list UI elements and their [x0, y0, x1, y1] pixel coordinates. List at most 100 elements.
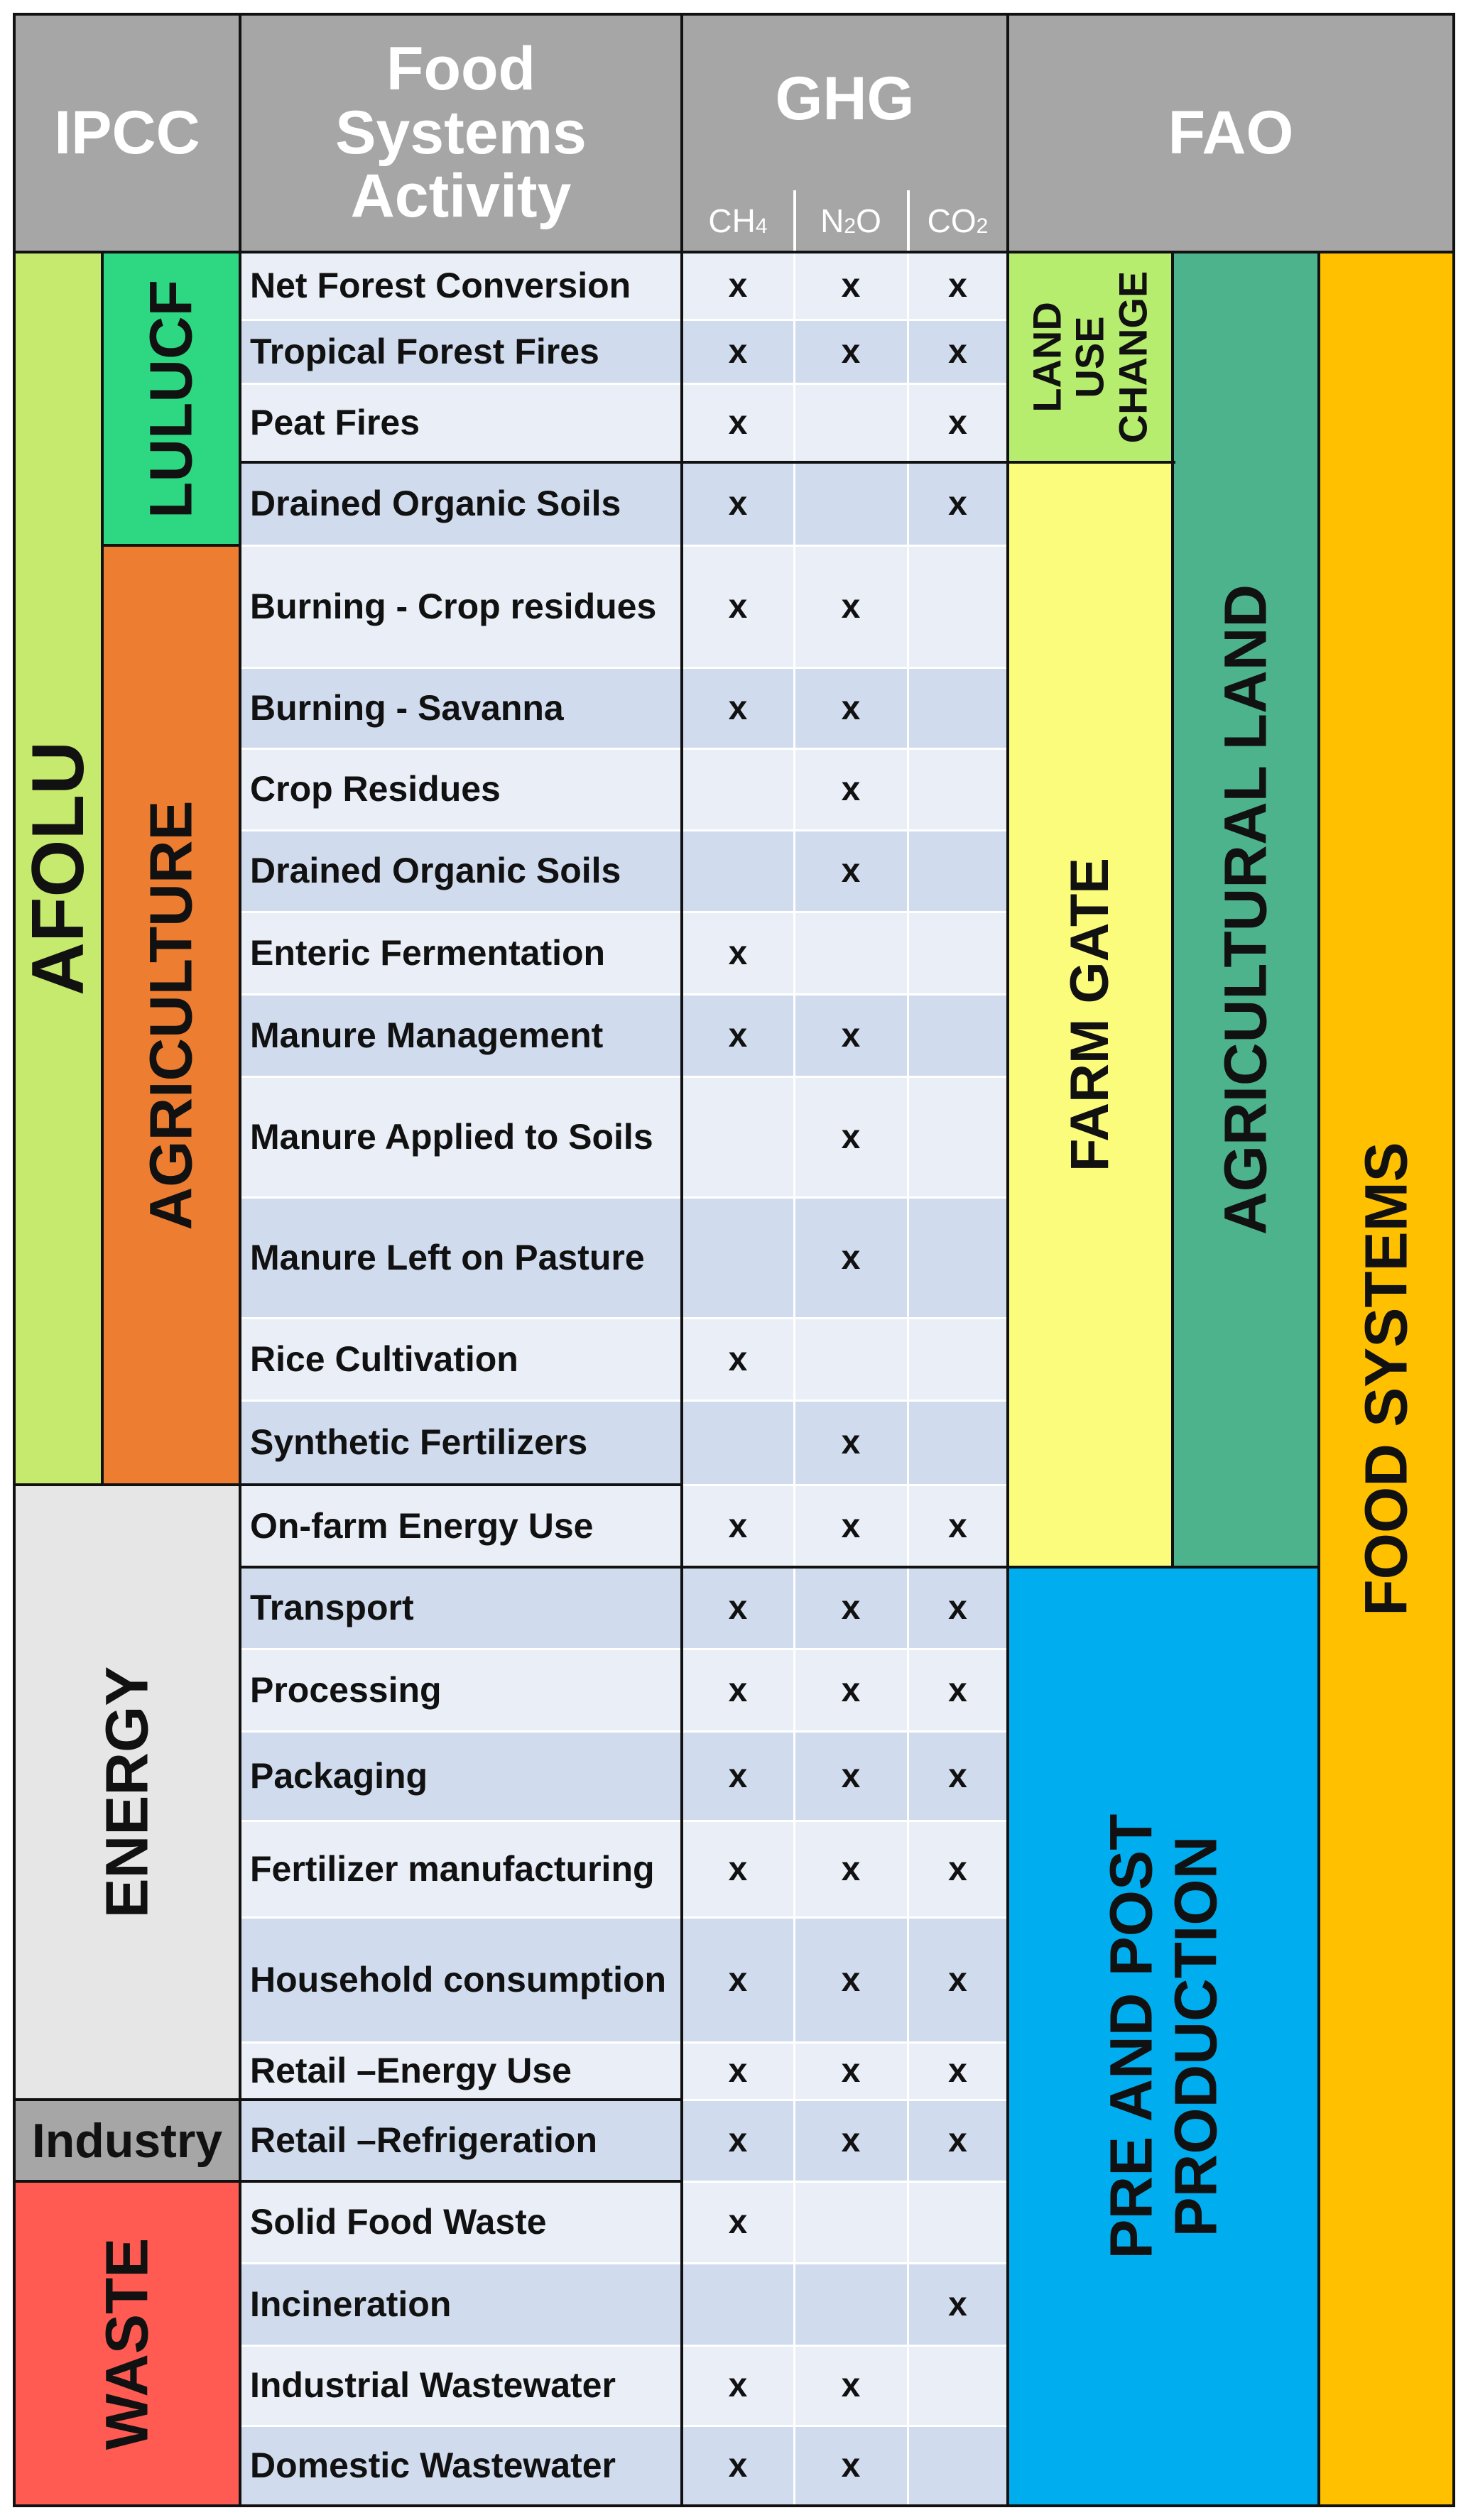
- ghg-ch4-mark: x: [682, 2100, 794, 2181]
- ghg-co2-mark: [908, 2426, 1008, 2506]
- line-peat-end: [680, 461, 1175, 464]
- ghg-co2-mark: x: [908, 2100, 1008, 2181]
- fao-land-use-change-label: LAND USE CHANGE: [1024, 271, 1155, 444]
- ghg-ch4-mark: x: [682, 2345, 794, 2426]
- ghg-ch4-mark: x: [682, 2426, 794, 2506]
- gas-column-separator: [793, 252, 795, 2506]
- ghg-ch4-mark: x: [682, 1821, 794, 1917]
- line-industry-end: [13, 2180, 682, 2183]
- ghg-co2-mark: x: [908, 1917, 1008, 2042]
- ghg-co2-mark: [908, 1318, 1008, 1400]
- row-separator: [240, 1196, 1008, 1199]
- header-activity: Food Systems Activity: [240, 14, 682, 252]
- row-separator: [240, 2425, 1008, 2427]
- ghg-n2o-mark: [794, 1318, 908, 1400]
- ghg-n2o-mark: x: [794, 1485, 908, 1567]
- gas-divider: [793, 190, 796, 252]
- divider-ghg: [1006, 13, 1009, 2507]
- row-separator: [240, 667, 1008, 669]
- outer-border-bottom: [13, 2504, 1455, 2507]
- ghg-n2o-mark: x: [794, 1197, 908, 1318]
- row-separator: [240, 2041, 1008, 2044]
- ghg-ch4-mark: [682, 1197, 794, 1318]
- line-activity-peat: [239, 461, 682, 464]
- activity-cell: Industrial Wastewater: [240, 2345, 680, 2426]
- activity-cell: Retail –Refrigeration: [240, 2100, 680, 2181]
- ipcc-waste-label: WASTE: [93, 2237, 161, 2450]
- ghg-co2-mark: [908, 1400, 1008, 1485]
- header-fao-label: FAO: [1168, 99, 1294, 167]
- gas-header-co2: CO 2: [908, 190, 1008, 251]
- ghg-co2-mark: [908, 994, 1008, 1076]
- ipcc-energy: ENERGY: [14, 1485, 240, 2100]
- activity-cell: Packaging: [240, 1731, 680, 1821]
- ghg-co2-mark: x: [908, 462, 1008, 545]
- gas-n2o-tail: O: [856, 202, 881, 239]
- gas-column-separator: [907, 252, 909, 2506]
- ghg-co2-mark: x: [908, 1649, 1008, 1731]
- header-fao: FAO: [1008, 14, 1454, 252]
- row-separator: [240, 545, 1008, 547]
- activity-cell: Burning - Crop residues: [240, 545, 680, 667]
- ghg-co2-mark: [908, 748, 1008, 830]
- ghg-co2-mark: [908, 1076, 1008, 1197]
- gas-co2-base: CO: [927, 202, 977, 239]
- ipcc-lulucf: LULUCF: [102, 252, 240, 545]
- line-onfarm-end: [680, 1566, 1319, 1569]
- row-separator: [240, 1400, 1008, 1402]
- fao-agricultural-land-label: AGRICULTURAL LAND: [1212, 584, 1279, 1236]
- ghg-ch4-mark: x: [682, 1318, 794, 1400]
- gas-n2o-sub: 2: [844, 214, 857, 238]
- row-separator: [240, 911, 1008, 913]
- header-activity-line-2: Systems: [335, 98, 587, 167]
- divider-afolu: [101, 252, 104, 1485]
- fao-food-systems: FOOD SYSTEMS: [1319, 252, 1454, 2506]
- fao-land-use-change: LAND USE CHANGE: [1008, 252, 1173, 462]
- gas-header-ch4: CH 4: [682, 190, 794, 251]
- activity-cell: Processing: [240, 1649, 680, 1731]
- row-separator: [240, 383, 1008, 385]
- outer-border-right: [1452, 13, 1455, 2507]
- ipcc-energy-label: ENERGY: [93, 1666, 161, 1919]
- row-separator: [240, 2345, 1008, 2347]
- activity-cell: Solid Food Waste: [240, 2181, 680, 2263]
- ghg-co2-mark: [908, 1197, 1008, 1318]
- activity-cell: Retail –Energy Use: [240, 2042, 680, 2100]
- ghg-n2o-mark: [794, 2181, 908, 2263]
- ghg-co2-mark: x: [908, 2042, 1008, 2100]
- ghg-co2-mark: x: [908, 1485, 1008, 1567]
- gas-ch4-base: CH: [708, 202, 756, 239]
- ghg-n2o-mark: x: [794, 1649, 908, 1731]
- activity-cell: Manure Management: [240, 994, 680, 1076]
- ghg-ch4-mark: x: [682, 667, 794, 748]
- activity-cell: On-farm Energy Use: [240, 1485, 680, 1567]
- ipcc-industry-label: Industry: [31, 2113, 223, 2168]
- header-ghg-label: GHG: [775, 65, 915, 133]
- ghg-co2-mark: x: [908, 2263, 1008, 2345]
- row-separator: [240, 993, 1008, 996]
- fao-pre-post-production: PRE AND POST PRODUCTION: [1008, 1567, 1319, 2506]
- ghg-ch4-mark: x: [682, 912, 794, 994]
- ghg-ch4-mark: [682, 2263, 794, 2345]
- row-separator: [240, 1648, 1008, 1650]
- divider-activity: [680, 13, 683, 2507]
- header-activity-line-1: Food: [386, 35, 536, 104]
- ghg-n2o-mark: x: [794, 1076, 908, 1197]
- ghg-ch4-mark: [682, 1076, 794, 1197]
- ipcc-agriculture: AGRICULTURE: [102, 545, 240, 1485]
- activity-cell: Transport: [240, 1567, 680, 1649]
- ghg-ch4-mark: x: [682, 2042, 794, 2100]
- ghg-n2o-mark: x: [794, 1400, 908, 1485]
- ghg-co2-mark: [908, 2345, 1008, 2426]
- ghg-n2o-mark: x: [794, 830, 908, 912]
- header-ghg: GHG: [682, 14, 1008, 252]
- activity-cell: Rice Cultivation: [240, 1318, 680, 1400]
- ghg-n2o-mark: [794, 2263, 908, 2345]
- ghg-ch4-mark: x: [682, 1917, 794, 2042]
- ghg-n2o-mark: x: [794, 2426, 908, 2506]
- ghg-n2o-mark: x: [794, 545, 908, 667]
- header-bottom-line: [13, 251, 1455, 253]
- ghg-co2-mark: [908, 667, 1008, 748]
- divider-ipcc: [239, 13, 241, 2507]
- fao-pre-post-production-label: PRE AND POST PRODUCTION: [1097, 1814, 1229, 2259]
